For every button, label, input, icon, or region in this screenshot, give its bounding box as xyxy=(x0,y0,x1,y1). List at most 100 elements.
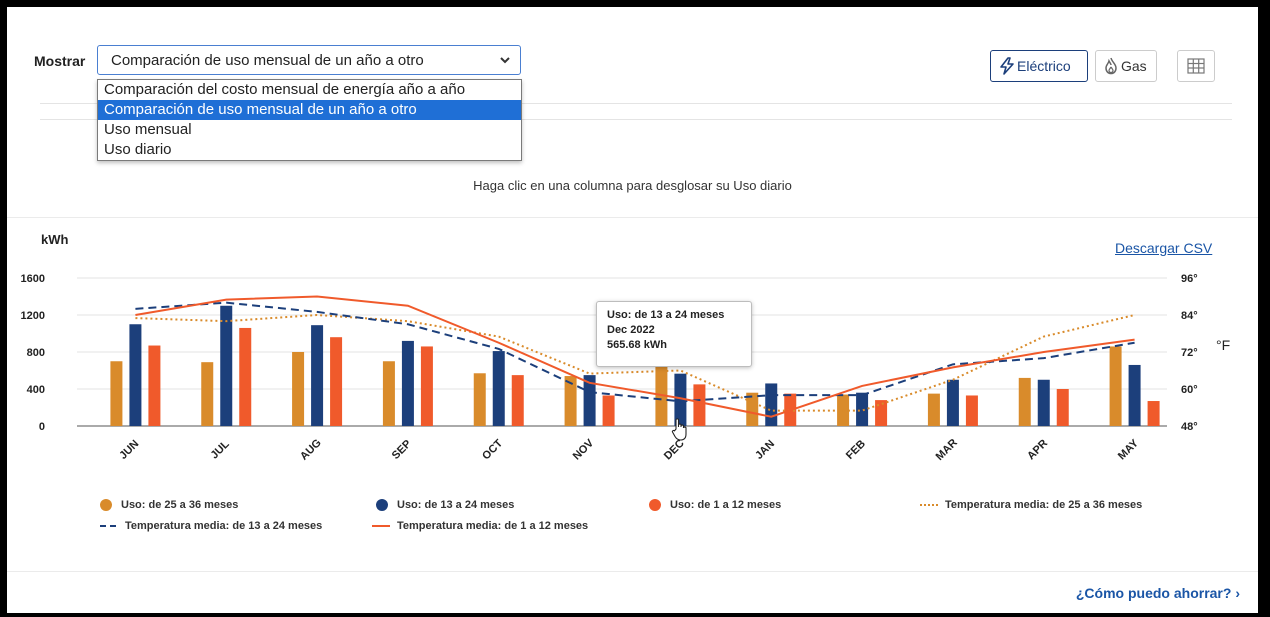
chart-svg: 1600 96° 1200 84° 800 72° 400 60° 0 48° °F JUN JUL AU… xyxy=(21,273,1231,463)
x-tick-label: FEB xyxy=(844,438,868,462)
legend-label: Temperatura media: de 1 a 12 meses xyxy=(397,520,589,532)
bar xyxy=(927,393,940,426)
y-axis-unit: kWh xyxy=(41,232,69,247)
y2-tick-label: 72° xyxy=(1181,347,1198,359)
bar xyxy=(1037,379,1050,426)
electric-label: Eléctrico xyxy=(1017,58,1071,74)
gas-button[interactable]: Gas xyxy=(1095,50,1157,82)
x-tick-label: SEP xyxy=(390,438,414,462)
bar xyxy=(1147,401,1160,426)
bar xyxy=(129,324,142,426)
y2-tick-label: 48° xyxy=(1181,421,1198,433)
x-tick-label: JUL xyxy=(209,438,232,461)
y2-axis-unit: °F xyxy=(1216,337,1230,353)
bar xyxy=(674,373,687,426)
y-tick-label: 1600 xyxy=(21,273,45,285)
bar xyxy=(1018,377,1031,426)
bar xyxy=(330,337,343,426)
hand-cursor-icon xyxy=(671,418,687,441)
how-to-save-link[interactable]: ¿Cómo puedo ahorrar? › xyxy=(1075,585,1240,601)
table-view-button[interactable] xyxy=(1177,50,1215,82)
legend-item-usage-1-12[interactable]: Uso: de 1 a 12 meses xyxy=(649,499,781,511)
view-dropdown: Comparación del costo mensual de energía… xyxy=(97,79,522,161)
y-tick-label: 400 xyxy=(27,384,45,396)
temperature-line xyxy=(135,295,1135,418)
legend-label: Uso: de 1 a 12 meses xyxy=(670,499,782,511)
bar xyxy=(148,345,161,426)
x-tick-label: JUN xyxy=(117,438,141,462)
electric-button[interactable]: Eléctrico xyxy=(990,50,1088,82)
legend-label: Temperatura media: de 13 a 24 meses xyxy=(125,520,323,532)
divider-second xyxy=(40,119,1232,120)
bar xyxy=(511,375,524,426)
temperature-line xyxy=(135,313,1135,412)
lightning-icon xyxy=(1000,57,1014,75)
y-tick-label: 800 xyxy=(27,347,45,359)
x-tick-label: OCT xyxy=(480,437,505,462)
bar xyxy=(492,351,505,426)
bar xyxy=(693,384,706,426)
legend-item-temp-1-12[interactable]: Temperatura media: de 1 a 12 meses xyxy=(372,520,588,532)
bar xyxy=(965,395,978,426)
temperature-line xyxy=(135,301,1135,403)
bar xyxy=(382,361,395,426)
bar xyxy=(602,395,615,426)
flame-icon xyxy=(1105,57,1117,75)
legend-label: Temperatura media: de 25 a 36 meses xyxy=(945,499,1143,511)
x-tick-label: JAN xyxy=(753,438,777,462)
legend-item-temp-25-36[interactable]: Temperatura media: de 25 a 36 meses xyxy=(920,499,1142,511)
chart-hint: Haga clic en una columna para desglosar … xyxy=(473,178,792,193)
download-csv-link[interactable]: Descargar CSV xyxy=(1115,240,1213,256)
bar xyxy=(564,376,577,426)
bar xyxy=(311,325,324,426)
y-tick-label: 1200 xyxy=(21,310,45,322)
bar xyxy=(946,379,959,426)
bar xyxy=(1109,346,1122,426)
bar xyxy=(765,383,778,426)
y-tick-label: 0 xyxy=(39,421,45,433)
bar xyxy=(856,392,869,426)
tooltip-title: Uso: de 13 a 24 meses xyxy=(607,309,725,321)
legend-item-usage-25-36[interactable]: Uso: de 25 a 36 meses xyxy=(100,499,238,511)
chevron-down-icon xyxy=(500,57,510,64)
view-select[interactable]: Comparación de uso mensual de un año a o… xyxy=(97,45,521,75)
bar xyxy=(875,400,888,426)
bar xyxy=(583,375,596,426)
y2-tick-label: 96° xyxy=(1181,273,1198,285)
bar xyxy=(1128,364,1141,426)
bar xyxy=(420,346,433,426)
option-monthly-usage[interactable]: Uso mensual xyxy=(104,121,192,138)
x-tick-label: NOV xyxy=(571,437,597,463)
gas-label: Gas xyxy=(1121,58,1147,74)
table-grid-icon xyxy=(1187,58,1205,74)
x-tick-label: MAR xyxy=(934,437,960,463)
x-tick-label: AUG xyxy=(298,437,324,463)
option-daily-usage[interactable]: Uso diario xyxy=(104,141,172,158)
divider-bottom xyxy=(7,571,1258,572)
y2-tick-label: 84° xyxy=(1181,310,1198,322)
legend-label: Uso: de 13 a 24 meses xyxy=(397,499,515,511)
legend-line-swatch xyxy=(372,525,390,527)
x-tick-label: MAY xyxy=(1116,437,1142,463)
legend-item-usage-13-24[interactable]: Uso: de 13 a 24 meses xyxy=(376,499,514,511)
x-tick-label: APR xyxy=(1025,437,1050,462)
divider-top xyxy=(40,103,1232,104)
option-usage-comparison[interactable]: Comparación de uso mensual de un año a o… xyxy=(98,100,521,120)
bar xyxy=(1056,389,1069,426)
tooltip-date: Dec 2022 xyxy=(607,324,655,336)
y2-tick-label: 60° xyxy=(1181,384,1198,396)
legend-swatch xyxy=(649,499,661,511)
bar xyxy=(401,340,414,426)
option-cost-comparison[interactable]: Comparación del costo mensual de energía… xyxy=(104,81,466,98)
chart-panel: Mostrar Comparación de uso mensual de un… xyxy=(7,7,1258,613)
legend-swatch xyxy=(100,499,112,511)
legend-label: Uso: de 25 a 36 meses xyxy=(121,499,239,511)
bar xyxy=(220,305,233,426)
legend-line-swatch xyxy=(920,504,938,506)
chart-tooltip: Uso: de 13 a 24 meses Dec 2022 565.68 kW… xyxy=(596,301,752,367)
legend-item-temp-13-24[interactable]: Temperatura media: de 13 a 24 meses xyxy=(100,520,322,532)
bar xyxy=(239,327,252,426)
bar xyxy=(201,362,214,426)
legend-line-swatch xyxy=(100,525,118,527)
bar xyxy=(473,373,486,426)
